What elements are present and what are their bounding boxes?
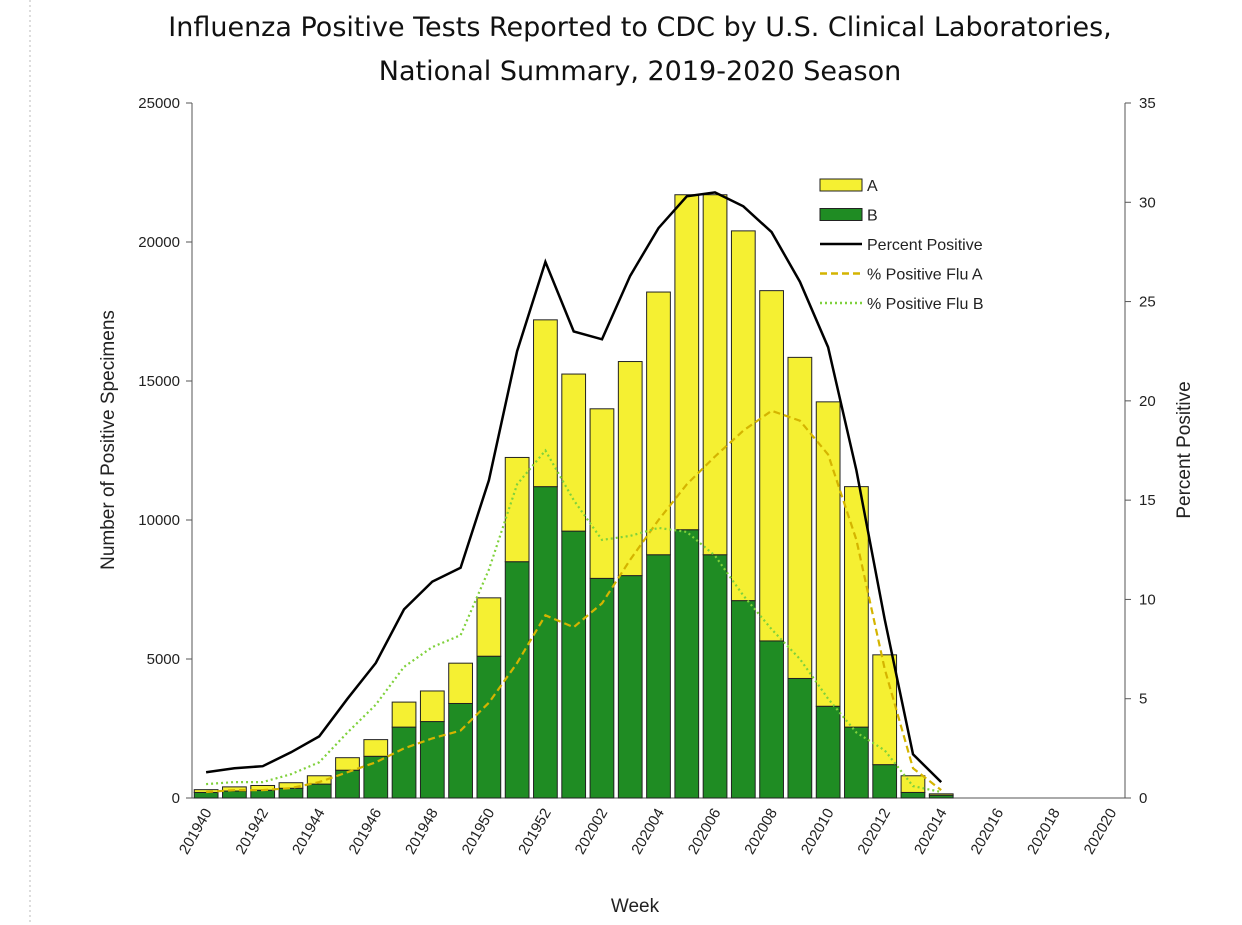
x-tick-label: 201948 <box>402 806 442 858</box>
legend-label: A <box>867 178 878 195</box>
bar <box>278 787 304 799</box>
x-tick-label: 202014 <box>911 806 951 858</box>
bar <box>900 775 926 793</box>
x-tick-label: 202002 <box>572 806 612 858</box>
legend-swatch <box>819 208 863 221</box>
x-tick-label: 201944 <box>289 806 329 858</box>
bar <box>448 702 473 799</box>
y-tick-label: 5000 <box>147 651 180 668</box>
legend-swatch <box>819 178 863 192</box>
bar <box>617 361 643 577</box>
y2-tick-label: 5 <box>1139 691 1147 708</box>
x-tick-label: 201950 <box>459 806 499 858</box>
bar <box>815 401 841 707</box>
x-tick-label: 201940 <box>176 806 216 858</box>
bar <box>504 561 530 799</box>
bar <box>561 373 587 532</box>
y2-tick-label: 30 <box>1139 194 1156 211</box>
bar <box>533 486 558 799</box>
chart-title: National Summary, 2019-2020 Season <box>379 56 901 87</box>
x-tick-label: 202016 <box>967 806 1007 858</box>
bar <box>730 600 756 799</box>
x-tick-label: 202012 <box>854 806 894 858</box>
bar <box>561 530 587 799</box>
chart-title: Influenza Positive Tests Reported to CDC… <box>168 12 1111 43</box>
bar <box>872 764 898 799</box>
bar <box>759 290 784 642</box>
y2-tick-label: 25 <box>1139 294 1156 311</box>
y-tick-label: 25000 <box>138 95 180 112</box>
bar <box>504 456 530 563</box>
line <box>206 448 942 794</box>
line <box>206 409 942 794</box>
bar <box>250 789 276 799</box>
y2-tick-label: 20 <box>1139 393 1156 410</box>
bar <box>674 529 700 799</box>
line <box>205 191 943 783</box>
y2-axis-title: Percent Positive <box>1174 381 1195 518</box>
bar <box>617 575 643 799</box>
x-tick-label: 202018 <box>1024 806 1064 858</box>
y-tick-label: 15000 <box>138 373 180 390</box>
x-tick-label: 202004 <box>628 806 668 858</box>
x-tick-label: 202008 <box>741 806 781 858</box>
bar <box>815 705 841 799</box>
y2-tick-label: 10 <box>1139 591 1156 608</box>
legend-label: % Positive Flu B <box>867 296 983 313</box>
bar <box>844 486 869 728</box>
bar <box>335 757 360 771</box>
bar <box>476 597 502 657</box>
legend-label: Percent Positive <box>867 237 983 254</box>
legend-label: B <box>867 208 878 225</box>
x-tick-label: 202020 <box>1081 806 1121 858</box>
bar <box>476 655 502 799</box>
bar <box>589 408 615 579</box>
bar <box>702 554 728 799</box>
bar <box>646 554 671 799</box>
x-tick-label: 201942 <box>232 806 272 858</box>
x-tick-label: 201946 <box>345 806 385 858</box>
y2-tick-label: 0 <box>1139 790 1147 807</box>
y2-tick-label: 15 <box>1139 492 1156 509</box>
legend-label: % Positive Flu A <box>867 267 983 284</box>
bar <box>533 319 558 488</box>
bar <box>674 194 700 531</box>
x-tick-label: 201952 <box>515 806 555 858</box>
y-tick-label: 20000 <box>138 234 180 251</box>
bar <box>702 194 728 556</box>
x-axis-title: Week <box>611 896 660 917</box>
bar <box>193 791 219 799</box>
bar <box>928 793 954 796</box>
bar <box>787 677 813 799</box>
bar <box>391 726 417 799</box>
bar <box>419 690 445 723</box>
bar <box>222 790 247 799</box>
y-tick-label: 10000 <box>138 512 180 529</box>
bar <box>306 775 332 785</box>
bar <box>306 783 332 799</box>
bar <box>363 739 389 757</box>
bar <box>419 721 445 799</box>
bar <box>900 791 926 799</box>
bar <box>646 291 671 556</box>
bar <box>872 654 898 766</box>
y-axis-title: Number of Positive Specimens <box>98 310 119 570</box>
y-tick-label: 0 <box>172 790 180 807</box>
x-tick-label: 202010 <box>798 806 838 858</box>
y2-tick-label: 35 <box>1139 95 1156 112</box>
bar <box>363 755 389 799</box>
bar <box>730 230 756 602</box>
bar <box>391 701 417 728</box>
bar <box>787 356 813 679</box>
bar <box>759 640 784 799</box>
bar <box>278 782 304 789</box>
x-tick-label: 202006 <box>685 806 725 858</box>
bar <box>448 662 473 704</box>
